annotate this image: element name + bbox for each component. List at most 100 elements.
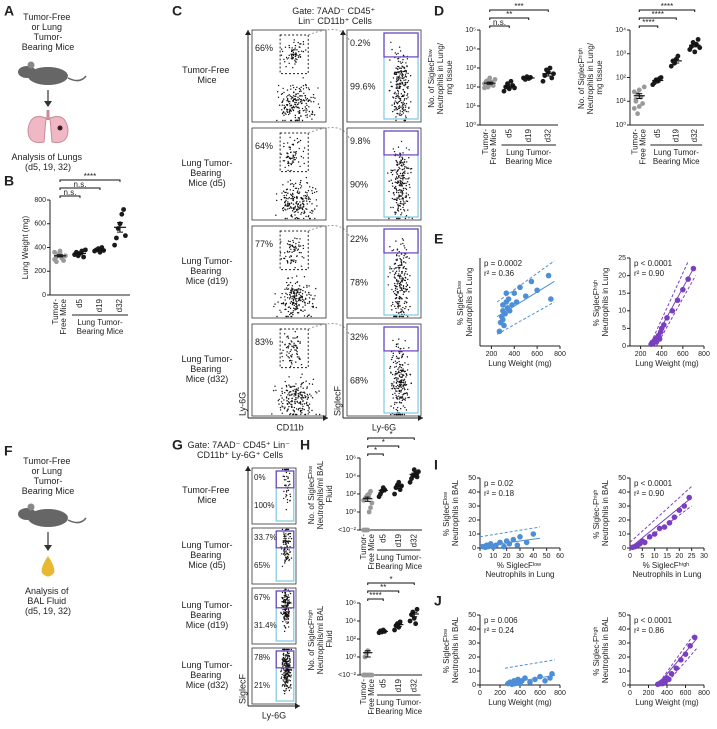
- data-point: [501, 323, 507, 329]
- panel-letter: J: [434, 593, 442, 609]
- event-dot: [286, 553, 287, 554]
- x-tick-label: d32: [409, 533, 418, 547]
- event-dot: [287, 542, 288, 543]
- event-dot: [298, 244, 299, 245]
- event-dot: [281, 605, 282, 606]
- event-dot: [394, 151, 395, 152]
- y-tick-label: 10⁶: [345, 600, 356, 607]
- event-dot: [287, 540, 288, 541]
- event-dot: [301, 399, 302, 400]
- event-dot: [284, 333, 285, 334]
- event-dot: [398, 78, 399, 79]
- text-line: d32: [409, 678, 418, 692]
- event-dot: [289, 314, 290, 315]
- text-line: % Siglec-Fʰⁱᵍʰ: [592, 487, 601, 538]
- event-dot: [300, 182, 301, 183]
- gate-percent: 65%: [254, 561, 270, 570]
- event-dot: [402, 280, 403, 281]
- event-dot: [286, 664, 287, 665]
- event-dot: [289, 256, 290, 257]
- event-dot: [402, 243, 403, 244]
- stat-annotation: p = 0.006: [484, 616, 518, 625]
- event-dot: [400, 86, 401, 87]
- event-dot: [290, 366, 291, 367]
- event-dot: [287, 251, 288, 252]
- x-axis-label: % SiglecFˡᵒʷ Neutrophils in Lung: [486, 561, 555, 579]
- event-dot: [401, 102, 402, 103]
- data-point: [635, 111, 640, 116]
- event-dot: [297, 308, 298, 309]
- event-dot: [292, 154, 293, 155]
- gate-header: Gate: 7AAD⁻ CD45⁺ Lin⁻ CD11b⁺ Cells: [292, 6, 378, 26]
- event-dot: [301, 50, 302, 51]
- event-dot: [291, 406, 292, 407]
- event-dot: [302, 387, 303, 388]
- event-dot: [289, 203, 290, 204]
- event-dot: [293, 310, 294, 311]
- event-dot: [400, 80, 401, 81]
- event-dot: [395, 160, 396, 161]
- event-dot: [302, 311, 303, 312]
- event-dot: [398, 218, 399, 219]
- event-dot: [393, 148, 394, 149]
- event-dot: [389, 367, 390, 368]
- event-dot: [289, 500, 290, 501]
- event-dot: [297, 138, 298, 139]
- text-line: Neutrophils in Lung: [633, 570, 702, 579]
- y-tick-label: 10⁰: [465, 121, 476, 129]
- event-dot: [296, 295, 297, 296]
- event-dot: [290, 180, 291, 181]
- event-dot: [404, 159, 405, 160]
- event-dot: [274, 386, 275, 387]
- significance-label: *: [382, 438, 385, 447]
- event-dot: [287, 600, 288, 601]
- event-dot: [404, 387, 405, 388]
- event-dot: [300, 90, 301, 91]
- data-point: [370, 673, 375, 678]
- event-dot: [300, 297, 301, 298]
- event-dot: [396, 161, 397, 162]
- event-dot: [306, 294, 307, 295]
- event-dot: [394, 194, 395, 195]
- fit-line: [630, 498, 692, 548]
- event-dot: [283, 195, 284, 196]
- event-dot: [297, 336, 298, 337]
- event-dot: [313, 379, 314, 380]
- stat-annotation: p < 0.0001: [634, 616, 673, 625]
- event-dot: [285, 605, 286, 606]
- event-dot: [397, 343, 398, 344]
- significance-label: ****: [652, 10, 664, 19]
- event-dot: [401, 253, 402, 254]
- event-dot: [309, 212, 310, 213]
- event-dot: [285, 656, 286, 657]
- event-dot: [285, 672, 286, 673]
- event-dot: [285, 538, 286, 539]
- event-dot: [295, 218, 296, 219]
- event-dot: [300, 140, 301, 141]
- text-line: No. of SiglecFʰⁱᵍʰ: [307, 607, 316, 670]
- event-dot: [302, 406, 303, 407]
- event-dot: [306, 87, 307, 88]
- event-dot: [404, 92, 405, 93]
- event-dot: [402, 394, 403, 395]
- event-dot: [312, 111, 313, 112]
- x-axis-label: % SiglecFʰⁱᵍʰ Neutrophils in Lung: [633, 561, 702, 579]
- event-dot: [294, 293, 295, 294]
- text-line: Bearing Mice: [22, 42, 75, 52]
- event-dot: [305, 197, 306, 198]
- event-dot: [288, 352, 289, 353]
- event-dot: [389, 59, 390, 60]
- event-dot: [306, 192, 307, 193]
- event-dot: [407, 181, 408, 182]
- event-dot: [285, 539, 286, 540]
- event-dot: [401, 261, 402, 262]
- event-dot: [396, 316, 397, 317]
- event-dot: [394, 366, 395, 367]
- event-dot: [303, 257, 304, 258]
- event-dot: [295, 397, 296, 398]
- event-dot: [288, 602, 289, 603]
- event-dot: [293, 198, 294, 199]
- event-dot: [394, 199, 395, 200]
- event-dot: [403, 209, 404, 210]
- event-dot: [282, 601, 283, 602]
